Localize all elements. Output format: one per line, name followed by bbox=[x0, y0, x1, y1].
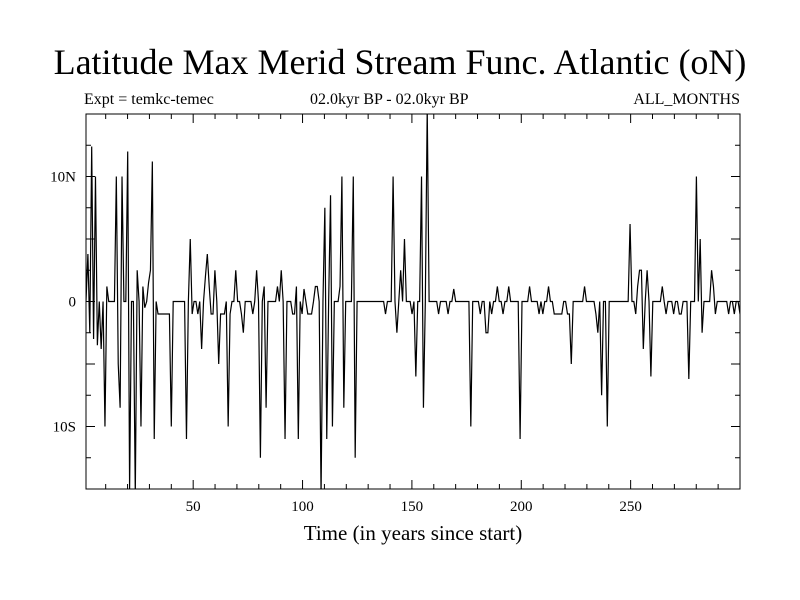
y-tick-label: 10N bbox=[50, 170, 76, 186]
x-tick-label: 200 bbox=[510, 499, 533, 515]
x-tick-label: 50 bbox=[186, 499, 201, 515]
y-tick-label: 10S bbox=[53, 420, 76, 436]
plot-frame bbox=[85, 113, 741, 490]
x-tick-label: 150 bbox=[401, 499, 424, 515]
season-label: ALL_MONTHS bbox=[633, 91, 740, 108]
tick-marks bbox=[86, 114, 740, 489]
tick-labels: 50 100 150 200 250 10N 0 10S bbox=[50, 170, 642, 516]
experiment-label: Expt = temkc-temec bbox=[84, 91, 214, 108]
period-label: 02.0kyr BP - 02.0kyr BP bbox=[310, 91, 469, 108]
series-line bbox=[86, 114, 740, 489]
x-axis-label: Time (in years since start) bbox=[304, 521, 523, 545]
x-tick-label: 250 bbox=[619, 499, 642, 515]
y-tick-label: 0 bbox=[69, 295, 77, 311]
chart-title: Latitude Max Merid Stream Func. Atlantic… bbox=[53, 42, 747, 82]
x-tick-label: 100 bbox=[291, 499, 314, 515]
